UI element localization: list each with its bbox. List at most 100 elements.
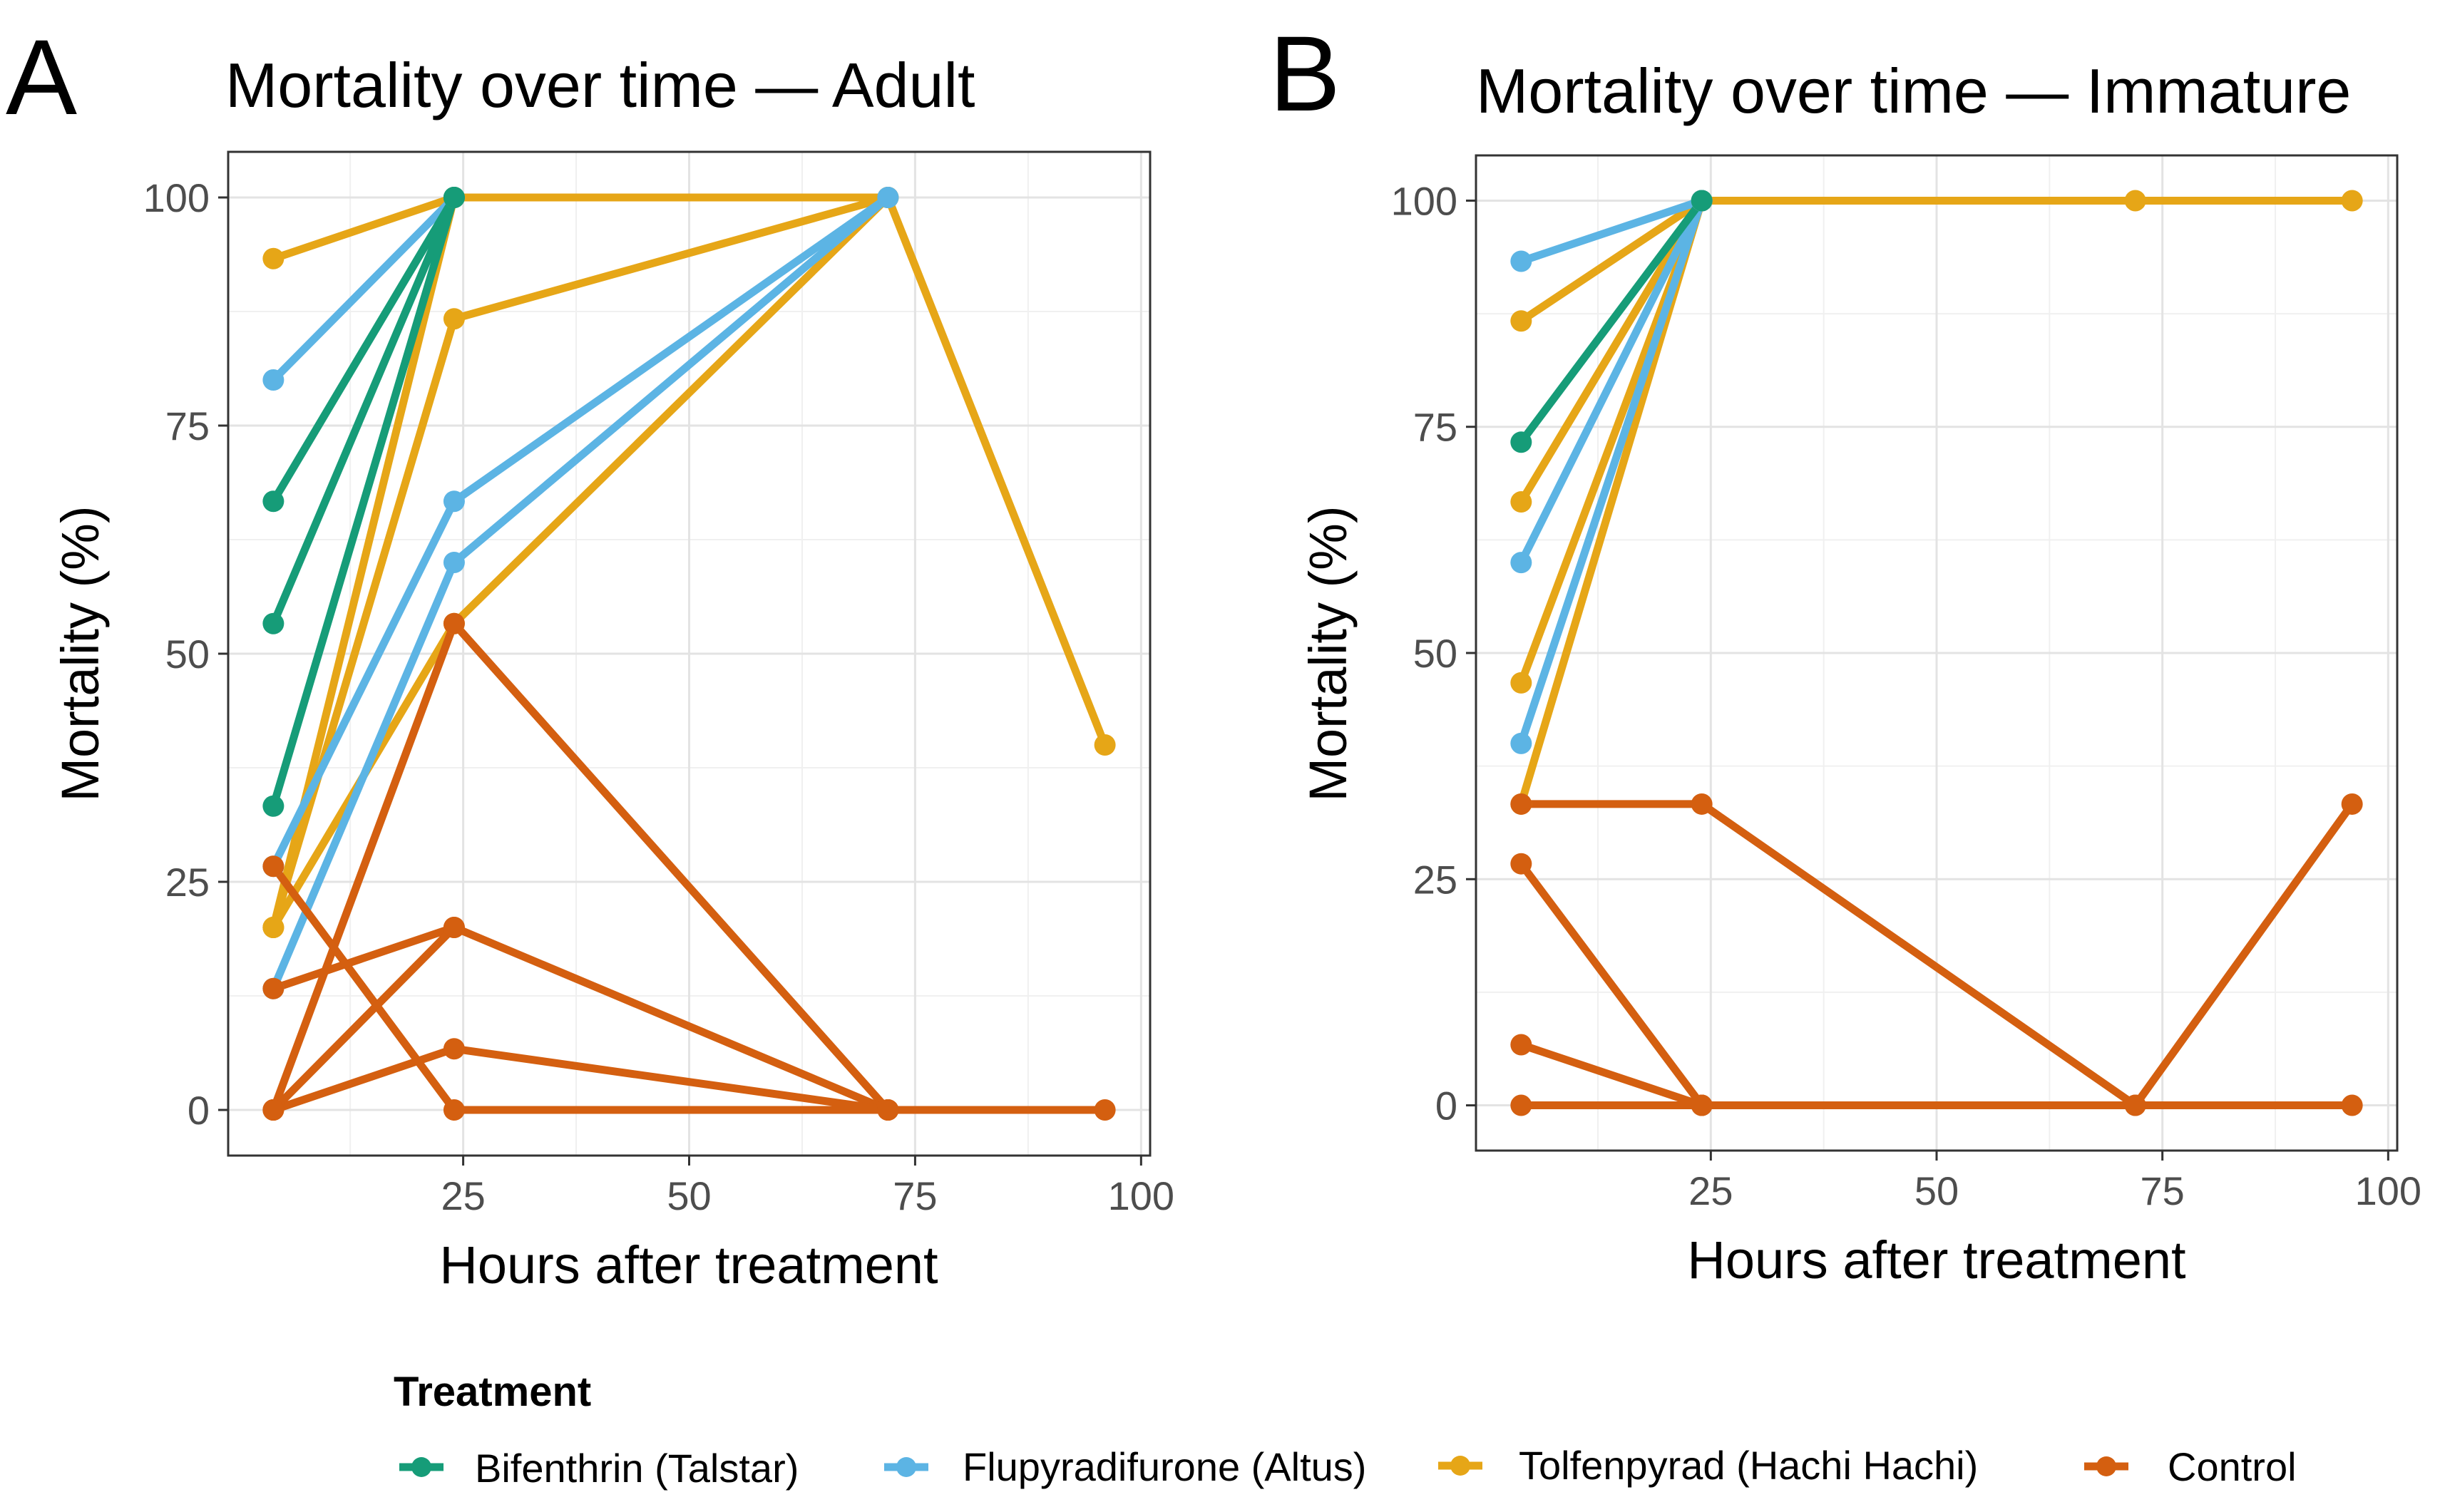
- legend-key-point: [411, 1457, 431, 1477]
- y-tick-label: 0: [1435, 1084, 1457, 1128]
- legend-key-point: [1450, 1456, 1470, 1476]
- data-point-control: [1510, 1094, 1532, 1116]
- x-tick-label: 50: [1914, 1168, 1959, 1213]
- y-tick-label: 0: [188, 1088, 210, 1133]
- x-tick-label: 25: [441, 1173, 485, 1218]
- y-tick-label: 75: [165, 403, 210, 448]
- panel-a-x-axis-title: Hours after treatment: [439, 1235, 938, 1295]
- data-point-tolfenpyrad: [1094, 734, 1116, 756]
- x-tick-label: 25: [1688, 1168, 1733, 1213]
- series-line-tolfenpyrad: [269, 193, 1109, 749]
- data-point-control: [1510, 853, 1532, 875]
- data-point-bifenthrin: [1691, 190, 1713, 212]
- data-point-flupyradifurone: [877, 187, 899, 208]
- series-line-control: [1517, 1041, 1706, 1109]
- legend-label-bifenthrin: Bifenthrin (Talstar): [475, 1446, 799, 1491]
- panel-b-gridlines: [1476, 155, 2397, 1151]
- data-point-tolfenpyrad: [2124, 190, 2146, 212]
- series-line-flupyradifurone: [1517, 197, 1706, 567]
- data-point-control: [443, 612, 465, 634]
- series-line-control: [269, 862, 1109, 1114]
- data-point-bifenthrin: [262, 612, 285, 634]
- panel-b-x-axis-title: Hours after treatment: [1687, 1230, 2186, 1290]
- y-tick-label: 25: [165, 860, 210, 905]
- panel-adult: A Mortality over time — Adult 25 50 75 100 0…: [6, 17, 1174, 1295]
- data-point-bifenthrin: [262, 795, 285, 817]
- panel-a-title: Mortality over time — Adult: [225, 50, 975, 120]
- legend-item-control: Control: [2084, 1444, 2297, 1489]
- x-tick-label: 75: [893, 1173, 937, 1218]
- legend-label-flupyradifurone: Flupyradifurone (Altus): [963, 1444, 1366, 1489]
- data-point-control: [2341, 793, 2363, 815]
- panel-b-title: Mortality over time — Immature: [1476, 56, 2351, 126]
- x-tick-label: 50: [667, 1173, 711, 1218]
- data-point-bifenthrin: [443, 187, 465, 208]
- y-tick-label: 100: [143, 175, 210, 220]
- x-tick-label: 100: [1108, 1173, 1174, 1218]
- panel-a-y-axis-title: Mortality (%): [51, 505, 110, 801]
- data-point-flupyradifurone: [1510, 552, 1532, 574]
- data-point-control: [1691, 1094, 1713, 1116]
- panel-a-series: [262, 187, 1116, 1121]
- x-tick-label: 100: [2355, 1168, 2421, 1213]
- y-tick-label: 100: [1391, 178, 1457, 223]
- data-point-flupyradifurone: [262, 369, 285, 391]
- data-point-control: [877, 1099, 899, 1121]
- panel-letter-b: B: [1269, 14, 1341, 133]
- data-point-flupyradifurone: [1510, 732, 1532, 754]
- legend-item-flupyradifurone: Flupyradifurone (Altus): [884, 1444, 1366, 1489]
- data-point-control: [1510, 793, 1532, 815]
- data-point-flupyradifurone: [443, 490, 465, 513]
- data-point-control: [1510, 1034, 1532, 1056]
- y-tick-label: 50: [165, 632, 210, 677]
- data-point-tolfenpyrad: [262, 247, 285, 269]
- data-point-control: [2341, 1094, 2363, 1116]
- data-point-control: [443, 1038, 465, 1060]
- data-point-tolfenpyrad: [1510, 491, 1532, 513]
- legend-item-tolfenpyrad: Tolfenpyrad (Hachi Hachi): [1438, 1443, 1978, 1488]
- panel-a-ticks: 25 50 75 100 0 25 50 75 100: [143, 175, 1174, 1218]
- data-point-flupyradifurone: [1510, 250, 1532, 272]
- legend-item-bifenthrin: Bifenthrin (Talstar): [399, 1446, 799, 1491]
- legend-label-tolfenpyrad: Tolfenpyrad (Hachi Hachi): [1519, 1443, 1978, 1488]
- series-line-control: [269, 923, 458, 1114]
- series-line-bifenthrin: [269, 193, 458, 628]
- data-point-control: [443, 1099, 465, 1121]
- panel-b-ticks: 25 50 75 100 0 25 50 75 100: [1391, 178, 2421, 1213]
- legend-label-control: Control: [2168, 1444, 2297, 1489]
- panel-b-y-axis-title: Mortality (%): [1298, 505, 1358, 801]
- data-point-control: [262, 977, 285, 999]
- series-line-control: [1517, 860, 1706, 1109]
- series-line-flupyradifurone: [269, 193, 458, 384]
- data-point-tolfenpyrad: [443, 308, 465, 330]
- series-line-bifenthrin: [1517, 197, 1706, 446]
- legend: Treatment Bifenthrin (Talstar) Flupyradi…: [394, 1369, 2297, 1491]
- data-point-tolfenpyrad: [262, 917, 285, 938]
- series-line-control: [1517, 800, 2357, 1109]
- data-point-control: [262, 1099, 285, 1121]
- x-tick-label: 75: [2141, 1168, 2185, 1213]
- series-line-bifenthrin: [269, 193, 458, 811]
- legend-title: Treatment: [394, 1369, 591, 1415]
- data-point-control: [1094, 1099, 1116, 1121]
- panel-b-series: [1510, 190, 2363, 1116]
- data-point-control: [262, 855, 285, 878]
- y-tick-label: 50: [1413, 631, 1457, 676]
- legend-key-point: [896, 1457, 916, 1477]
- series-line-flupyradifurone: [1517, 197, 1706, 265]
- data-point-control: [443, 917, 465, 938]
- y-tick-label: 25: [1413, 857, 1457, 902]
- y-tick-label: 75: [1413, 405, 1457, 450]
- data-point-bifenthrin: [1510, 431, 1532, 453]
- data-point-bifenthrin: [262, 490, 285, 513]
- data-point-tolfenpyrad: [1510, 672, 1532, 694]
- data-point-control: [2124, 1094, 2146, 1116]
- series-line-flupyradifurone: [1517, 197, 1706, 748]
- data-point-flupyradifurone: [443, 552, 465, 573]
- data-point-tolfenpyrad: [2341, 190, 2363, 212]
- data-point-control: [1691, 793, 1713, 815]
- series-line-tolfenpyrad: [1517, 197, 2357, 325]
- series-line-tolfenpyrad: [1517, 197, 1706, 506]
- series-line-bifenthrin: [269, 193, 458, 505]
